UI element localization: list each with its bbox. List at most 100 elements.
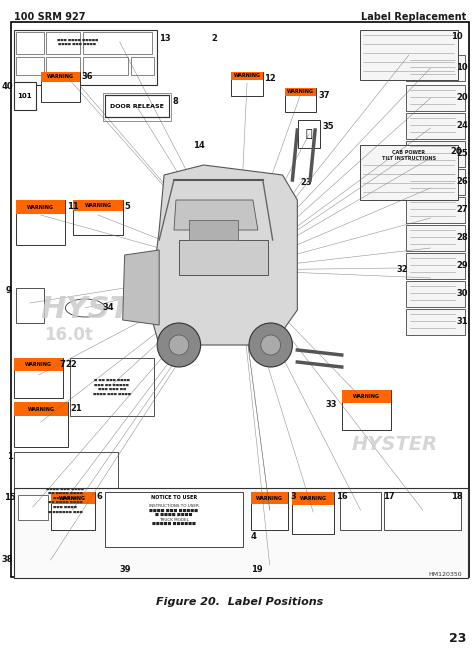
Bar bbox=[11, 22, 469, 577]
Bar bbox=[51, 492, 95, 504]
Text: 7: 7 bbox=[60, 360, 65, 369]
Bar bbox=[298, 120, 320, 148]
Text: 38: 38 bbox=[1, 555, 13, 564]
Bar bbox=[251, 492, 289, 504]
Text: HM120350: HM120350 bbox=[428, 572, 462, 577]
Polygon shape bbox=[149, 165, 297, 345]
Bar bbox=[14, 358, 64, 371]
Bar bbox=[73, 200, 123, 211]
Bar bbox=[384, 492, 461, 530]
Text: 33: 33 bbox=[325, 400, 337, 409]
Bar bbox=[16, 200, 65, 245]
Text: WARNING: WARNING bbox=[27, 205, 54, 210]
Text: 39: 39 bbox=[120, 565, 131, 574]
Text: WARNING: WARNING bbox=[287, 89, 314, 94]
Text: 36: 36 bbox=[81, 72, 93, 81]
Text: 10: 10 bbox=[450, 32, 462, 41]
Text: ⛽: ⛽ bbox=[306, 129, 312, 139]
Text: 2: 2 bbox=[211, 34, 218, 43]
Text: 32: 32 bbox=[396, 265, 408, 274]
Bar bbox=[83, 32, 152, 54]
Text: 101: 101 bbox=[18, 93, 32, 99]
Bar bbox=[406, 55, 465, 81]
Text: WARNING: WARNING bbox=[256, 496, 283, 500]
Text: 34: 34 bbox=[103, 303, 115, 312]
Bar bbox=[14, 488, 468, 578]
Bar bbox=[406, 85, 465, 111]
Text: 14: 14 bbox=[193, 141, 204, 149]
Bar bbox=[231, 72, 263, 96]
Text: 6: 6 bbox=[97, 492, 103, 501]
Text: 5: 5 bbox=[125, 202, 130, 211]
Bar bbox=[14, 402, 68, 417]
Text: 20: 20 bbox=[456, 94, 468, 102]
Circle shape bbox=[261, 335, 281, 355]
Bar bbox=[359, 145, 458, 200]
Text: 35: 35 bbox=[322, 122, 334, 131]
Bar bbox=[130, 57, 154, 75]
Bar bbox=[70, 358, 154, 416]
Text: 18: 18 bbox=[452, 492, 463, 501]
Text: 16: 16 bbox=[336, 492, 347, 501]
Bar bbox=[14, 358, 64, 398]
Text: 3: 3 bbox=[291, 492, 296, 501]
Text: DOOR RELEASE: DOOR RELEASE bbox=[109, 103, 164, 109]
Bar bbox=[73, 200, 123, 235]
Bar bbox=[179, 240, 268, 275]
Text: WARNING: WARNING bbox=[234, 73, 261, 79]
Text: 19: 19 bbox=[251, 565, 263, 574]
Text: 27: 27 bbox=[456, 206, 468, 214]
Text: 28: 28 bbox=[456, 233, 468, 242]
Text: 4: 4 bbox=[251, 532, 257, 541]
Circle shape bbox=[249, 323, 292, 367]
Bar bbox=[284, 88, 316, 96]
Text: ■■■■ ■■■ ■■■■
■■ ■■■■ ■■■■
■■■ ■■■■
■■ ■■■■ ■■■■
■■■ ■■■■
■ ■■■■■■ ■■■: ■■■■ ■■■ ■■■■ ■■ ■■■■ ■■■■ ■■■ ■■■■ ■■ ■… bbox=[46, 487, 84, 514]
Text: Label Replacement: Label Replacement bbox=[361, 12, 466, 22]
Circle shape bbox=[157, 323, 201, 367]
Text: 17: 17 bbox=[383, 492, 395, 501]
Bar bbox=[406, 113, 465, 139]
Bar bbox=[284, 88, 316, 112]
Text: 20: 20 bbox=[450, 147, 462, 156]
Bar bbox=[46, 57, 80, 75]
Text: 24: 24 bbox=[456, 121, 468, 130]
Text: 10: 10 bbox=[456, 64, 468, 73]
Text: WARNING: WARNING bbox=[28, 407, 55, 412]
Bar bbox=[14, 555, 88, 570]
Text: 16.0t: 16.0t bbox=[44, 326, 92, 344]
Text: WARNING: WARNING bbox=[47, 74, 74, 79]
Text: 13: 13 bbox=[159, 34, 171, 43]
Bar bbox=[406, 281, 465, 307]
Text: NOTICE TO USER: NOTICE TO USER bbox=[151, 495, 197, 500]
Bar bbox=[406, 253, 465, 279]
Ellipse shape bbox=[65, 299, 105, 317]
Text: ■■■ ■■■■ ■■■■■
■■■■ ■■■ ■■■■: ■■■ ■■■■ ■■■■■ ■■■■ ■■■ ■■■■ bbox=[56, 38, 98, 47]
Text: 12: 12 bbox=[264, 74, 275, 83]
Bar bbox=[292, 492, 334, 506]
Bar bbox=[14, 30, 157, 85]
Text: INSTRUCTIONS TO USER
■■■■ ■■■ ■■■■■
■ ■■■■ ■■■■
TRUCK MODEL
■■■■■ ■■■■■■: INSTRUCTIONS TO USER ■■■■ ■■■ ■■■■■ ■ ■■… bbox=[149, 504, 199, 527]
Text: WARNING: WARNING bbox=[300, 496, 327, 501]
Bar bbox=[406, 225, 465, 251]
Text: 29: 29 bbox=[456, 261, 468, 271]
Bar bbox=[292, 492, 334, 534]
Bar bbox=[359, 30, 458, 80]
Text: Figure 20.  Label Positions: Figure 20. Label Positions bbox=[156, 597, 324, 607]
Text: 40: 40 bbox=[1, 82, 13, 91]
Bar bbox=[14, 82, 36, 110]
Bar bbox=[46, 32, 80, 54]
Text: 1: 1 bbox=[7, 452, 13, 461]
Text: WARNING: WARNING bbox=[59, 496, 86, 500]
Bar bbox=[340, 492, 381, 530]
Bar bbox=[406, 309, 465, 335]
Text: 22: 22 bbox=[65, 360, 77, 369]
Text: 11: 11 bbox=[67, 202, 79, 211]
Bar bbox=[342, 390, 391, 430]
Bar bbox=[41, 72, 80, 102]
Bar bbox=[14, 452, 118, 552]
Bar bbox=[251, 492, 289, 530]
Bar bbox=[231, 72, 263, 80]
Text: 26: 26 bbox=[456, 178, 468, 187]
Bar bbox=[14, 402, 68, 447]
Circle shape bbox=[169, 335, 189, 355]
